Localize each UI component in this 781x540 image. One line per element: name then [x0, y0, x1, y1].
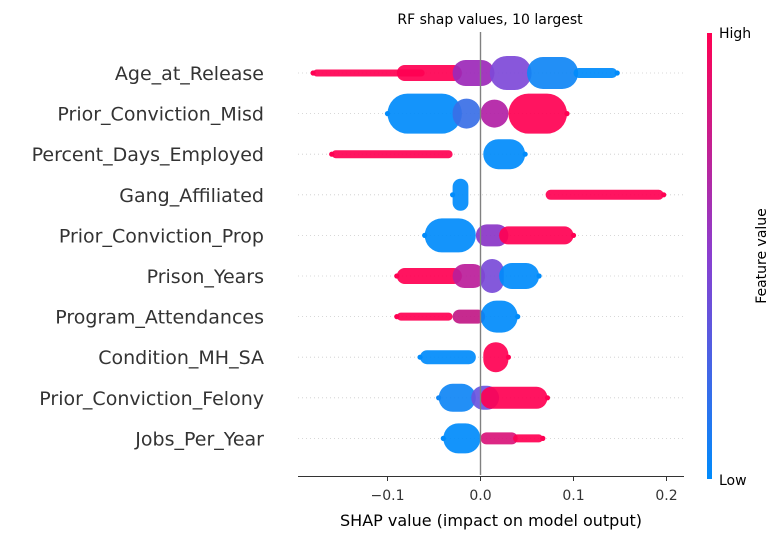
feature-label: Prison_Years [147, 266, 264, 288]
shap-point-cluster [483, 139, 526, 170]
shap-point-cluster [513, 434, 543, 443]
shap-point [422, 232, 428, 238]
x-tick-label: −0.1 [371, 488, 405, 504]
shap-point-cluster [489, 56, 532, 90]
chart-title: RF shap values, 10 largest [397, 12, 583, 28]
feature-label: Gang_Affiliated [119, 185, 264, 207]
feature-label: Program_Attendances [55, 307, 264, 329]
shap-point-cluster [452, 309, 486, 324]
shap-point-cluster [508, 93, 567, 134]
shap-point-cluster [545, 189, 664, 200]
shap-point [614, 70, 620, 76]
shap-point-cluster [396, 65, 462, 81]
feature-label: Prior_Conviction_Prop [59, 225, 264, 247]
shap-point [544, 395, 551, 401]
shap-point-cluster [438, 383, 476, 412]
shap-point [440, 435, 446, 441]
feature-label: Prior_Conviction_Felony [39, 388, 264, 410]
feature-row: Prison_Years [147, 259, 684, 293]
x-tick-label: 0.2 [655, 488, 677, 504]
shap-point-cluster [443, 423, 481, 454]
shap-point [540, 435, 546, 441]
feature-label: Prior_Conviction_Misd [57, 104, 264, 126]
shap-point-cluster [331, 150, 453, 159]
shap-point-cluster [475, 224, 509, 247]
colorbar [707, 33, 712, 479]
shap-point-cluster [396, 312, 453, 321]
shap-point [522, 151, 528, 157]
feature-row: Jobs_Per_Year [134, 423, 684, 454]
feature-label: Percent_Days_Employed [32, 144, 264, 166]
shap-point-cluster [452, 264, 486, 288]
shap-point-cluster [499, 226, 574, 245]
feature-label: Age_at_Release [115, 63, 264, 85]
x-tick-label: 0.0 [469, 488, 491, 504]
feature-row: Gang_Affiliated [119, 178, 684, 211]
colorbar-high-label: High [719, 26, 751, 42]
x-axis-label: SHAP value (impact on model output) [340, 511, 642, 530]
feature-row: Program_Attendances [55, 300, 684, 333]
colorbar-title: Feature value [754, 208, 770, 304]
shap-point [505, 354, 511, 360]
feature-label: Jobs_Per_Year [134, 428, 264, 450]
shap-point-cluster [480, 259, 504, 293]
shap-point [450, 192, 456, 198]
shap-point-cluster [452, 178, 469, 211]
shap-point-cluster [573, 68, 618, 78]
shap-point-cluster [480, 386, 548, 409]
feature-row: Percent_Days_Employed [32, 139, 684, 170]
feature-row: Prior_Conviction_Prop [59, 218, 684, 253]
feature-row: Age_at_Release [115, 56, 684, 90]
shap-point [384, 111, 391, 117]
x-tick-label: 0.1 [562, 488, 584, 504]
shap-point [515, 314, 521, 320]
shap-point-cluster [387, 93, 462, 134]
shap-point [570, 232, 577, 238]
shap-point-cluster [424, 218, 476, 253]
shap-point [310, 70, 316, 76]
colorbar-low-label: Low [719, 473, 747, 489]
shap-point-cluster [480, 432, 518, 445]
shap-point-cluster [452, 98, 481, 129]
plot-area: Age_at_Release Prior_Conviction_Misd Perce… [32, 56, 684, 454]
shap-point [536, 273, 542, 279]
shap-point [564, 111, 570, 117]
shap-point-cluster [452, 60, 495, 86]
shap-point [394, 273, 400, 279]
shap-point-cluster [480, 300, 518, 333]
shap-point [394, 314, 400, 320]
shap-point-cluster [396, 268, 462, 284]
shap-point [661, 192, 667, 198]
shap-point [436, 395, 442, 401]
shap-point-cluster [480, 99, 509, 128]
shap-point-cluster [499, 263, 540, 289]
feature-row: Prior_Conviction_Felony [39, 383, 684, 412]
shap-point-cluster [420, 350, 476, 365]
shap-point [417, 354, 423, 360]
shap-point [329, 151, 335, 157]
shap-point-cluster [483, 342, 509, 373]
shap-point-cluster [527, 57, 579, 89]
feature-row: Prior_Conviction_Misd [57, 93, 684, 134]
feature-row: Condition_MH_SA [98, 342, 684, 373]
feature-label: Condition_MH_SA [98, 347, 264, 369]
shap-point-cluster [313, 69, 425, 77]
x-axis-ticks: −0.1 0.0 0.1 0.2 [371, 476, 678, 504]
